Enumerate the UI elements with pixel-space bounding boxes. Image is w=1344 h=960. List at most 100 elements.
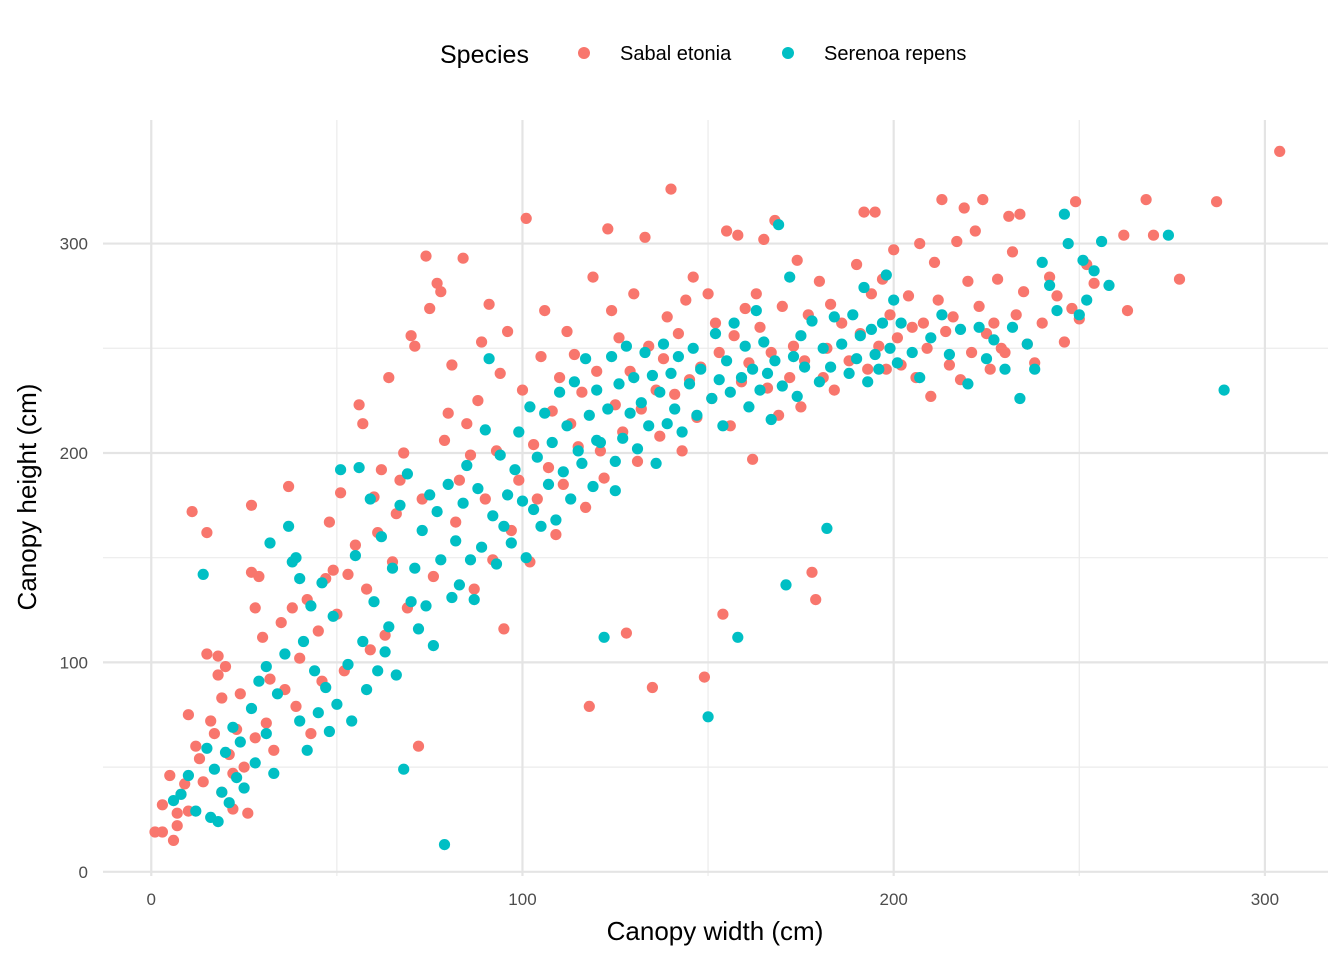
point-serenoa-repens [825,361,837,373]
point-serenoa-repens [442,478,454,490]
point-serenoa-repens [182,769,194,782]
point-sabal-etonia [702,288,714,300]
point-sabal-etonia [813,275,826,287]
point-sabal-etonia [1036,317,1048,329]
point-serenoa-repens [383,621,395,633]
point-sabal-etonia [925,390,937,402]
point-sabal-etonia [453,474,465,486]
point-serenoa-repens [613,378,625,390]
point-serenoa-repens [669,403,681,415]
point-sabal-etonia [1010,309,1022,321]
point-serenoa-repens [773,219,785,231]
point-serenoa-repens [591,384,603,396]
point-sabal-etonia [257,631,269,643]
point-sabal-etonia [472,395,484,407]
point-sabal-etonia [446,359,458,371]
point-serenoa-repens [327,610,339,622]
point-sabal-etonia [431,277,443,289]
point-serenoa-repens [1103,279,1115,291]
point-serenoa-repens [531,451,543,463]
point-serenoa-repens [776,380,788,392]
point-serenoa-repens [1014,392,1026,405]
point-serenoa-repens [479,424,491,436]
point-sabal-etonia [680,294,692,306]
point-sabal-etonia [713,346,725,359]
point-sabal-etonia [602,223,614,235]
point-sabal-etonia [539,305,551,317]
point-serenoa-repens [253,675,265,687]
point-serenoa-repens [914,372,926,384]
point-sabal-etonia [969,225,981,237]
point-serenoa-repens [691,409,703,421]
point-serenoa-repens [212,816,224,828]
point-serenoa-repens [754,384,766,396]
point-sabal-etonia [383,372,395,384]
point-sabal-etonia [335,487,347,499]
point-sabal-etonia [201,648,213,660]
point-serenoa-repens [1073,309,1085,321]
point-sabal-etonia [613,332,625,344]
point-serenoa-repens [379,646,391,658]
point-sabal-etonia [342,568,354,581]
point-serenoa-repens [606,351,618,363]
point-sabal-etonia [1003,210,1015,222]
point-serenoa-repens [483,353,495,365]
point-serenoa-repens [1029,363,1041,375]
point-serenoa-repens [283,520,295,532]
point-serenoa-repens [646,369,659,382]
point-serenoa-repens [635,397,647,409]
point-sabal-etonia [179,778,191,790]
point-sabal-etonia [1014,208,1026,220]
point-serenoa-repens [335,464,347,476]
point-serenoa-repens [216,786,228,798]
point-serenoa-repens [869,348,881,361]
point-sabal-etonia [732,229,744,241]
point-serenoa-repens [190,805,202,817]
point-sabal-etonia [646,681,659,694]
point-serenoa-repens [346,715,358,727]
point-serenoa-repens [197,568,209,581]
point-serenoa-repens [238,782,250,794]
point-sabal-etonia [216,692,228,704]
point-serenoa-repens [954,323,967,335]
point-serenoa-repens [264,537,276,549]
point-sabal-etonia [557,478,569,490]
point-sabal-etonia [268,744,280,756]
point-sabal-etonia [1121,305,1134,317]
point-serenoa-repens [290,552,302,564]
point-serenoa-repens [509,464,521,476]
point-serenoa-repens [245,702,258,715]
x-tick-label: 300 [1251,890,1279,909]
point-serenoa-repens [795,330,807,342]
point-serenoa-repens [398,763,410,775]
point-serenoa-repens [1162,229,1174,241]
point-sabal-etonia [353,399,365,411]
point-serenoa-repens [420,600,432,612]
point-sabal-etonia [531,493,543,505]
point-serenoa-repens [450,535,462,547]
point-sabal-etonia [917,317,930,329]
point-sabal-etonia [598,472,610,484]
point-serenoa-repens [806,315,818,327]
point-sabal-etonia [201,527,213,539]
point-serenoa-repens [609,485,621,497]
point-serenoa-repens [847,309,859,321]
point-serenoa-repens [713,374,725,386]
point-serenoa-repens [657,338,670,350]
point-serenoa-repens [721,355,733,367]
point-sabal-etonia [676,445,688,457]
legend-swatch-serenoa-repens [782,47,794,59]
legend-label-serenoa-repens: Serenoa repens [824,43,966,65]
point-serenoa-repens [301,744,313,756]
point-sabal-etonia [940,325,952,338]
point-sabal-etonia [1044,271,1056,283]
point-sabal-etonia [865,288,878,300]
point-serenoa-repens [572,445,584,457]
point-sabal-etonia [992,273,1004,285]
y-axis-title: Canopy height (cm) [12,384,42,611]
point-sabal-etonia [591,365,603,377]
point-serenoa-repens [353,462,365,474]
point-serenoa-repens [561,420,573,432]
point-sabal-etonia [550,529,562,541]
point-sabal-etonia [219,661,232,673]
